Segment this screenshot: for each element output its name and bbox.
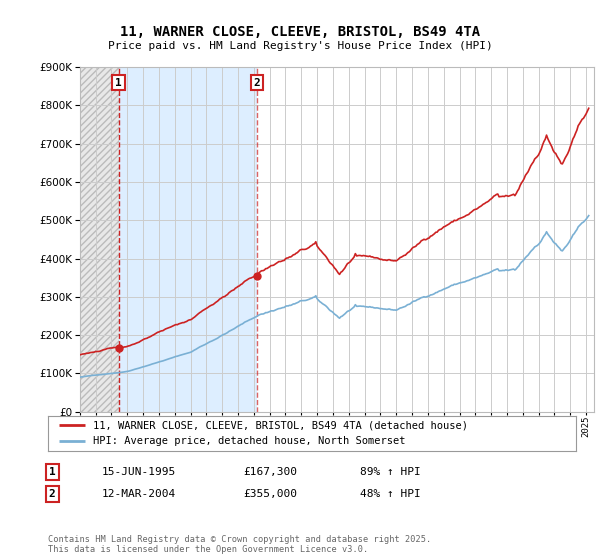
Text: 48% ↑ HPI: 48% ↑ HPI <box>360 489 421 499</box>
Text: 2: 2 <box>49 489 56 499</box>
Text: 15-JUN-1995: 15-JUN-1995 <box>102 467 176 477</box>
Bar <box>80 67 119 412</box>
Text: 1: 1 <box>49 467 56 477</box>
Text: Price paid vs. HM Land Registry's House Price Index (HPI): Price paid vs. HM Land Registry's House … <box>107 41 493 51</box>
Text: 89% ↑ HPI: 89% ↑ HPI <box>360 467 421 477</box>
Text: 1: 1 <box>115 77 122 87</box>
Bar <box>119 67 257 412</box>
Text: 2: 2 <box>253 77 260 87</box>
Text: 11, WARNER CLOSE, CLEEVE, BRISTOL, BS49 4TA: 11, WARNER CLOSE, CLEEVE, BRISTOL, BS49 … <box>120 26 480 39</box>
Text: £355,000: £355,000 <box>243 489 297 499</box>
Text: HPI: Average price, detached house, North Somerset: HPI: Average price, detached house, Nort… <box>93 436 406 446</box>
Text: 11, WARNER CLOSE, CLEEVE, BRISTOL, BS49 4TA (detached house): 11, WARNER CLOSE, CLEEVE, BRISTOL, BS49 … <box>93 421 468 431</box>
Text: 12-MAR-2004: 12-MAR-2004 <box>102 489 176 499</box>
Text: Contains HM Land Registry data © Crown copyright and database right 2025.
This d: Contains HM Land Registry data © Crown c… <box>48 535 431 554</box>
Text: £167,300: £167,300 <box>243 467 297 477</box>
